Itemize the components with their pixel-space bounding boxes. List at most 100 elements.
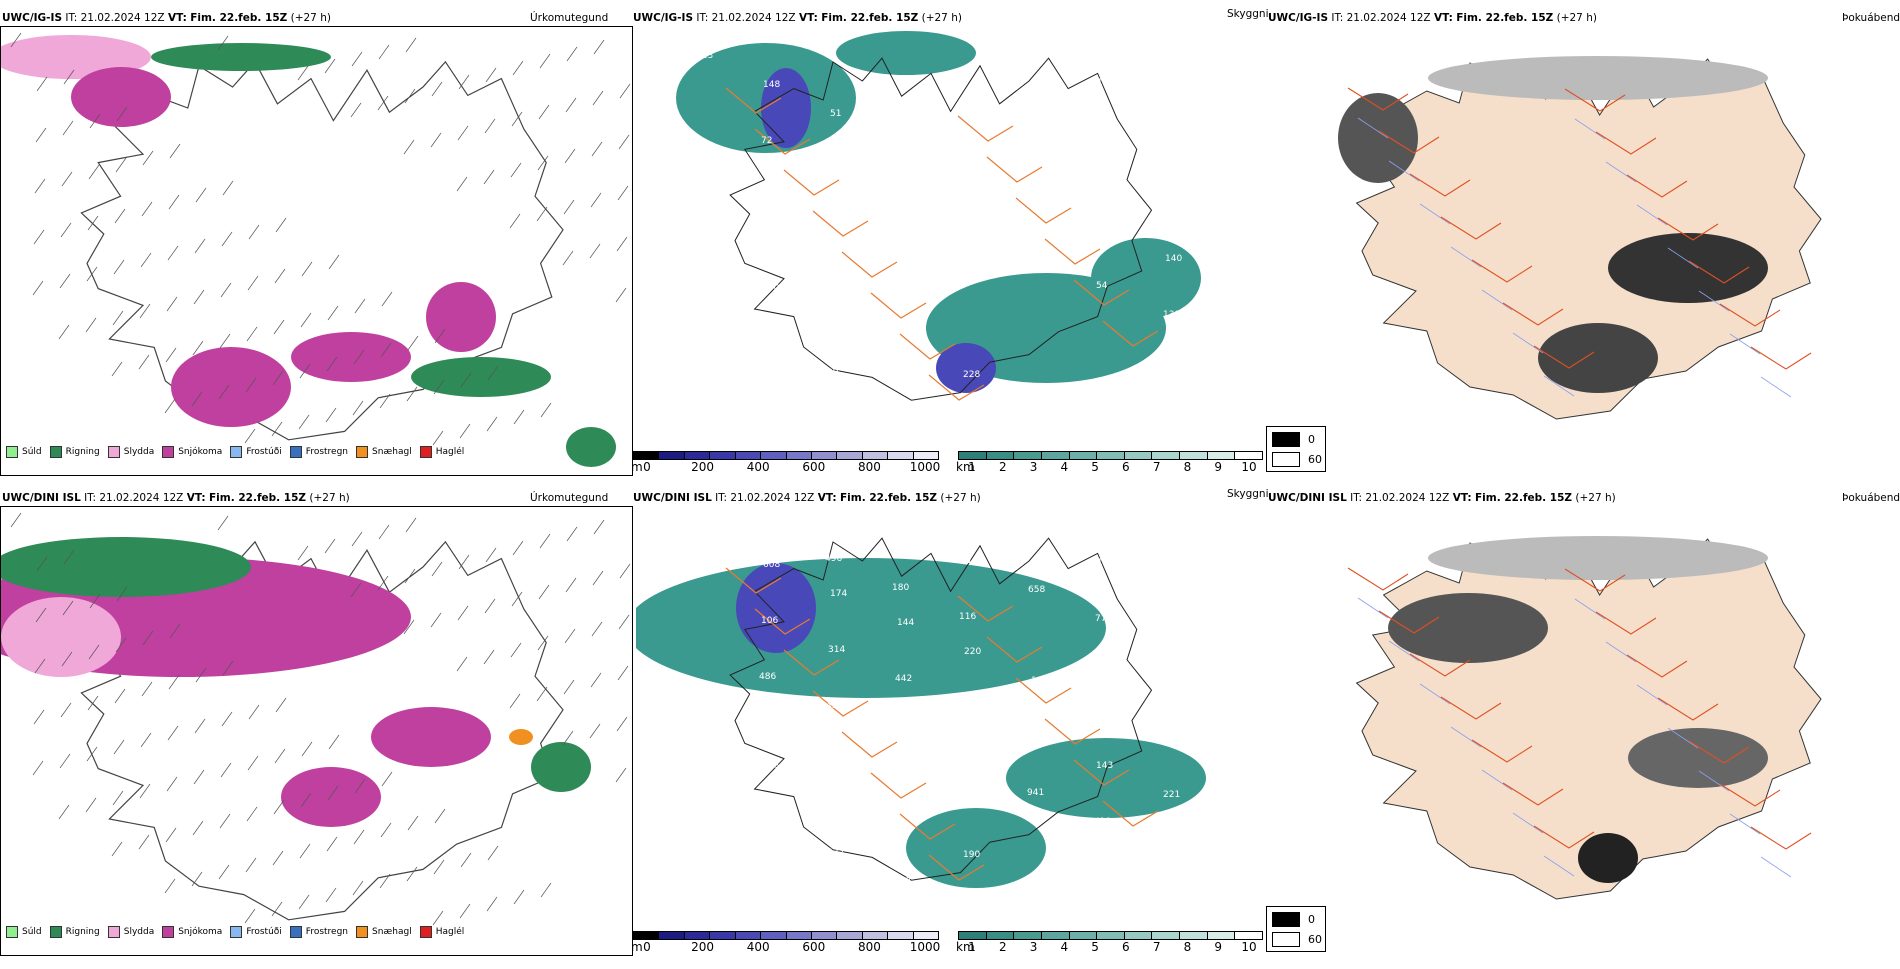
wind-barb bbox=[380, 822, 392, 838]
legend-label: Rigning bbox=[65, 927, 100, 937]
colorbar-cell bbox=[913, 452, 939, 459]
road-line bbox=[1750, 346, 1812, 370]
road-line bbox=[1347, 87, 1409, 111]
valid-label: VT: bbox=[817, 492, 837, 504]
ceiling-label: 143 bbox=[1096, 761, 1113, 771]
legend-swatch bbox=[356, 926, 369, 938]
wind-barb bbox=[433, 859, 445, 875]
legend-swatch bbox=[162, 446, 175, 458]
wind-barb bbox=[142, 630, 154, 646]
colorbar-cell bbox=[837, 452, 863, 459]
issue-time: IT: 21.02.2024 12Z bbox=[715, 492, 815, 504]
legend-swatch bbox=[6, 926, 18, 938]
issue-time: IT: 21.02.2024 12Z bbox=[84, 492, 184, 504]
colorbar-cell bbox=[735, 932, 762, 939]
wind-barb bbox=[537, 155, 549, 171]
wind-barb bbox=[114, 208, 126, 224]
river-line bbox=[1481, 769, 1513, 791]
legend-label: Haglél bbox=[435, 447, 465, 457]
snowfall-area bbox=[171, 347, 291, 427]
ceiling-label: 777 bbox=[894, 877, 911, 887]
wind-barb bbox=[510, 642, 522, 658]
colorbar-cell bbox=[786, 932, 812, 939]
wind-barb bbox=[115, 637, 127, 653]
road-line bbox=[957, 115, 1014, 142]
road-line bbox=[1719, 303, 1781, 327]
colorbar-cell bbox=[1235, 932, 1263, 939]
legend-swatch bbox=[162, 926, 175, 938]
road-line bbox=[725, 567, 782, 594]
wind-barb bbox=[222, 660, 234, 676]
precip-map bbox=[0, 506, 633, 956]
wind-barb bbox=[87, 215, 99, 231]
low-cloud-area bbox=[906, 808, 1046, 888]
ceiling-label: 188 bbox=[1097, 78, 1114, 88]
wind-barb bbox=[62, 120, 74, 136]
legend-label: Snjókoma bbox=[178, 927, 223, 937]
fog-area bbox=[1428, 56, 1768, 100]
wind-barb bbox=[111, 361, 123, 377]
wind-barb bbox=[350, 582, 362, 598]
wind-barb bbox=[352, 400, 364, 416]
iceland-outline bbox=[729, 57, 1153, 401]
fog-legend-white-swatch bbox=[1272, 932, 1300, 947]
legend-item: Slydda bbox=[107, 926, 154, 938]
colorbar-tick: 0 bbox=[643, 940, 651, 954]
legend-item: Rigning bbox=[49, 926, 100, 938]
ceiling-label: 352 bbox=[960, 759, 977, 769]
wind-barb bbox=[246, 326, 258, 342]
legend-item: Snæhagl bbox=[356, 926, 412, 938]
valid-label: VT: bbox=[1433, 12, 1453, 24]
wind-barb bbox=[405, 37, 417, 53]
legend-label: Snæhagl bbox=[372, 927, 412, 937]
road-line bbox=[1409, 173, 1471, 197]
wind-barb bbox=[618, 134, 630, 150]
valid-label: VT: bbox=[186, 492, 206, 504]
wind-barb bbox=[459, 423, 471, 439]
ceiling-label: 941 bbox=[1027, 788, 1044, 798]
road-line bbox=[1595, 131, 1657, 155]
wind-barb bbox=[10, 512, 22, 528]
wind-barb bbox=[63, 69, 75, 85]
wind-barb bbox=[326, 836, 338, 852]
wind-barb bbox=[539, 53, 551, 69]
river-line bbox=[1481, 289, 1513, 311]
colorbar-tick: 6 bbox=[1122, 940, 1130, 954]
colorbar-tick: 1000 bbox=[909, 460, 941, 474]
wind-barb bbox=[34, 178, 46, 194]
wind-barb bbox=[35, 607, 47, 623]
wind-barb bbox=[274, 268, 286, 284]
fog-area bbox=[1578, 833, 1638, 883]
fog-area bbox=[1628, 728, 1768, 788]
wind-barb bbox=[218, 864, 230, 880]
wind-barb bbox=[407, 335, 419, 351]
wind-barb bbox=[354, 298, 366, 314]
road-line bbox=[1440, 216, 1502, 240]
ceiling-label: 74 bbox=[1029, 252, 1041, 262]
river-line bbox=[1760, 856, 1792, 878]
colorbar-cell bbox=[862, 932, 889, 939]
road-line bbox=[1750, 826, 1812, 850]
legend-swatch bbox=[230, 446, 243, 458]
forecast-offset: (+27 h) bbox=[940, 492, 981, 504]
river-line bbox=[1357, 117, 1389, 139]
wind-barb bbox=[350, 102, 362, 118]
river-line bbox=[1357, 597, 1389, 619]
wind-barb bbox=[116, 106, 128, 122]
colorbar-cells bbox=[633, 451, 939, 460]
road-line bbox=[754, 128, 811, 155]
wind-barb bbox=[431, 81, 443, 97]
visibility-title: Skyggni bbox=[1227, 8, 1269, 20]
wind-barb bbox=[616, 236, 628, 252]
road-line bbox=[1044, 238, 1101, 265]
wind-barb bbox=[615, 767, 627, 783]
wind-barb bbox=[222, 180, 234, 196]
road-line bbox=[1564, 88, 1626, 112]
wind-barb bbox=[486, 896, 498, 912]
legend-swatch bbox=[230, 926, 243, 938]
road-line bbox=[1502, 782, 1564, 806]
wind-barb bbox=[192, 340, 204, 356]
colorbar-tick: 200 bbox=[691, 940, 715, 954]
model-name: UWC/IG-IS bbox=[633, 12, 694, 24]
forecast-row: UWC/DINI ISL IT: 21.02.2024 12Z VT: Fim.… bbox=[0, 488, 1900, 969]
